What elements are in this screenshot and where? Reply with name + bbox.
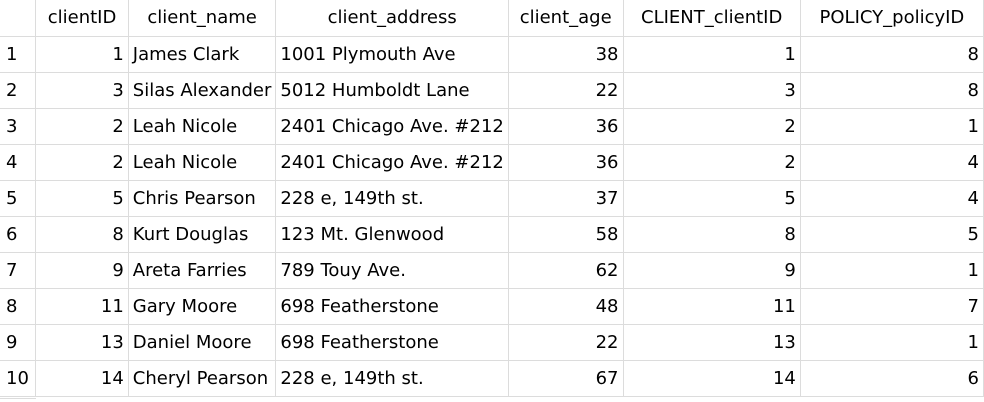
cell-clientid[interactable]: 14 xyxy=(35,360,129,397)
cell-client-address[interactable]: 2401 Chicago Ave. #212 xyxy=(275,108,509,145)
cell-client-address[interactable]: 698 Featherstone xyxy=(275,324,509,361)
row-number[interactable]: 9 xyxy=(0,324,37,361)
cell-client-clientid[interactable]: 11 xyxy=(623,288,801,325)
cell-client-clientid[interactable]: 14 xyxy=(623,360,801,397)
cell-clientid[interactable]: 1 xyxy=(35,36,129,73)
row-number[interactable]: 6 xyxy=(0,216,37,253)
cell-client-clientid[interactable]: 5 xyxy=(623,180,801,217)
row-number[interactable]: 10 xyxy=(0,360,37,397)
grid-bottom-divider xyxy=(0,398,36,399)
cell-client-age[interactable]: 22 xyxy=(508,72,624,109)
table-row[interactable]: 4 2 Leah Nicole 2401 Chicago Ave. #212 36 2 4 xyxy=(0,144,984,181)
column-header-client-name[interactable]: client_name xyxy=(128,0,277,37)
row-number[interactable]: 3 xyxy=(0,108,37,145)
cell-client-address[interactable]: 228 e, 149th st. xyxy=(275,360,509,397)
cell-client-name[interactable]: Areta Farries xyxy=(128,252,277,289)
cell-clientid[interactable]: 2 xyxy=(35,108,129,145)
cell-client-name[interactable]: James Clark xyxy=(128,36,277,73)
cell-client-clientid[interactable]: 3 xyxy=(623,72,801,109)
table-row[interactable]: 3 2 Leah Nicole 2401 Chicago Ave. #212 36 2 1 xyxy=(0,108,984,145)
cell-policy-policyid[interactable]: 8 xyxy=(800,72,984,109)
row-number[interactable]: 8 xyxy=(0,288,37,325)
column-header-clientid[interactable]: clientID xyxy=(35,0,129,37)
row-number[interactable]: 5 xyxy=(0,180,37,217)
cell-client-age[interactable]: 36 xyxy=(508,108,624,145)
cell-client-age[interactable]: 67 xyxy=(508,360,624,397)
cell-client-age[interactable]: 37 xyxy=(508,180,624,217)
table-row[interactable]: 9 13 Daniel Moore 698 Featherstone 22 13 1 xyxy=(0,324,984,361)
cell-client-age[interactable]: 38 xyxy=(508,36,624,73)
cell-client-age[interactable]: 22 xyxy=(508,324,624,361)
cell-client-age[interactable]: 58 xyxy=(508,216,624,253)
cell-clientid[interactable]: 2 xyxy=(35,144,129,181)
cell-policy-policyid[interactable]: 1 xyxy=(800,252,984,289)
table-row[interactable]: 7 9 Areta Farries 789 Touy Ave. 62 9 1 xyxy=(0,252,984,289)
cell-client-address[interactable]: 123 Mt. Glenwood xyxy=(275,216,509,253)
cell-client-address[interactable]: 698 Featherstone xyxy=(275,288,509,325)
cell-client-name[interactable]: Cheryl Pearson xyxy=(128,360,277,397)
cell-client-clientid[interactable]: 2 xyxy=(623,144,801,181)
table-row[interactable]: 5 5 Chris Pearson 228 e, 149th st. 37 5 4 xyxy=(0,180,984,217)
cell-client-name[interactable]: Silas Alexander xyxy=(128,72,277,109)
cell-client-clientid[interactable]: 13 xyxy=(623,324,801,361)
cell-clientid[interactable]: 8 xyxy=(35,216,129,253)
cell-clientid[interactable]: 9 xyxy=(35,252,129,289)
cell-client-name[interactable]: Leah Nicole xyxy=(128,108,277,145)
table-row[interactable]: 1 1 James Clark 1001 Plymouth Ave 38 1 8 xyxy=(0,36,984,73)
row-number[interactable]: 1 xyxy=(0,36,37,73)
table-row[interactable]: 10 14 Cheryl Pearson 228 e, 149th st. 67 14 6 xyxy=(0,360,984,397)
cell-client-name[interactable]: Leah Nicole xyxy=(128,144,277,181)
cell-client-address[interactable]: 5012 Humboldt Lane xyxy=(275,72,509,109)
cell-client-clientid[interactable]: 8 xyxy=(623,216,801,253)
column-header-client-clientid[interactable]: CLIENT_clientID xyxy=(623,0,801,37)
cell-policy-policyid[interactable]: 5 xyxy=(800,216,984,253)
row-number[interactable]: 7 xyxy=(0,252,37,289)
cell-client-address[interactable]: 228 e, 149th st. xyxy=(275,180,509,217)
cell-clientid[interactable]: 11 xyxy=(35,288,129,325)
column-header-policy-policyid[interactable]: POLICY_policyID xyxy=(800,0,984,37)
cell-client-age[interactable]: 36 xyxy=(508,144,624,181)
cell-clientid[interactable]: 5 xyxy=(35,180,129,217)
row-number-header[interactable] xyxy=(0,0,37,37)
cell-client-address[interactable]: 1001 Plymouth Ave xyxy=(275,36,509,73)
cell-clientid[interactable]: 3 xyxy=(35,72,129,109)
cell-client-name[interactable]: Chris Pearson xyxy=(128,180,277,217)
cell-client-address[interactable]: 789 Touy Ave. xyxy=(275,252,509,289)
row-number[interactable]: 4 xyxy=(0,144,37,181)
cell-client-name[interactable]: Daniel Moore xyxy=(128,324,277,361)
cell-policy-policyid[interactable]: 4 xyxy=(800,144,984,181)
cell-client-clientid[interactable]: 2 xyxy=(623,108,801,145)
header-row: clientID client_name client_address clie… xyxy=(0,0,984,37)
table-row[interactable]: 8 11 Gary Moore 698 Featherstone 48 11 7 xyxy=(0,288,984,325)
table-row[interactable]: 2 3 Silas Alexander 5012 Humboldt Lane 22 3 8 xyxy=(0,72,984,109)
cell-client-age[interactable]: 48 xyxy=(508,288,624,325)
table-row[interactable]: 6 8 Kurt Douglas 123 Mt. Glenwood 58 8 5 xyxy=(0,216,984,253)
cell-policy-policyid[interactable]: 1 xyxy=(800,108,984,145)
column-header-client-address[interactable]: client_address xyxy=(275,0,509,37)
cell-client-name[interactable]: Gary Moore xyxy=(128,288,277,325)
cell-policy-policyid[interactable]: 4 xyxy=(800,180,984,217)
cell-client-address[interactable]: 2401 Chicago Ave. #212 xyxy=(275,144,509,181)
cell-client-clientid[interactable]: 9 xyxy=(623,252,801,289)
cell-clientid[interactable]: 13 xyxy=(35,324,129,361)
cell-policy-policyid[interactable]: 8 xyxy=(800,36,984,73)
cell-policy-policyid[interactable]: 1 xyxy=(800,324,984,361)
cell-policy-policyid[interactable]: 7 xyxy=(800,288,984,325)
cell-policy-policyid[interactable]: 6 xyxy=(800,360,984,397)
row-number[interactable]: 2 xyxy=(0,72,37,109)
cell-client-name[interactable]: Kurt Douglas xyxy=(128,216,277,253)
cell-client-age[interactable]: 62 xyxy=(508,252,624,289)
column-header-client-age[interactable]: client_age xyxy=(508,0,624,37)
cell-client-clientid[interactable]: 1 xyxy=(623,36,801,73)
